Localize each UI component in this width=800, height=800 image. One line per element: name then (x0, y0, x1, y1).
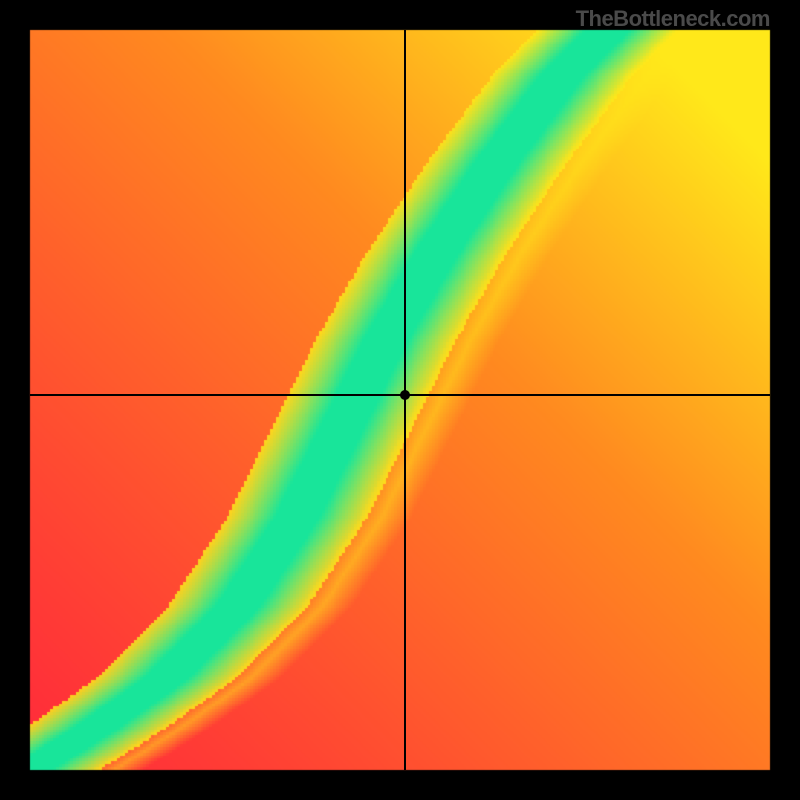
watermark-text: TheBottleneck.com (576, 6, 770, 32)
heatmap-canvas (0, 0, 800, 800)
crosshair-vertical (404, 30, 406, 770)
intersection-dot (400, 390, 410, 400)
